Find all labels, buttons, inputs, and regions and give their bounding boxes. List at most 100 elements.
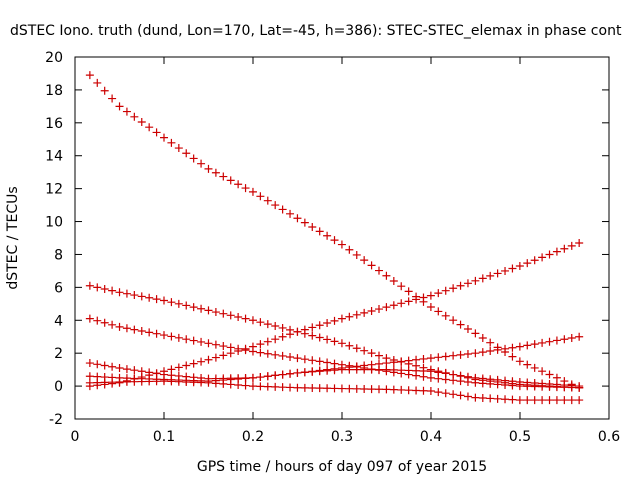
data-point [567,381,576,390]
y-tick-label: 16 [45,116,63,132]
data-point [515,262,524,271]
data-point [478,394,487,403]
data-point [189,303,198,312]
data-point [219,172,228,181]
data-point [419,293,428,302]
data-point [567,241,576,250]
data-point [137,292,146,301]
data-point [234,380,243,389]
data-point [241,381,250,390]
data-point [204,306,213,315]
data-point [337,384,346,393]
data-point [374,305,383,314]
data-point [441,286,450,295]
data-point [189,154,198,163]
data-point [367,261,376,270]
series-3 [85,281,584,392]
data-point [248,373,257,382]
data-point [471,349,480,358]
data-point [182,377,191,386]
data-point [256,318,265,327]
data-point [241,374,250,383]
data-point [382,271,391,280]
data-point [137,367,146,376]
data-point [501,395,510,404]
y-tick-label: 20 [45,50,63,66]
data-point [330,316,339,325]
data-point [389,301,398,310]
data-point [211,340,220,349]
data-point [234,344,243,353]
data-point [538,253,547,262]
data-point [189,359,198,368]
data-point [100,285,109,294]
data-point [478,348,487,357]
data-point [330,337,339,346]
data-point [515,342,524,351]
data-point [323,366,332,375]
data-point [345,365,354,374]
data-point [278,205,287,214]
data-point [226,380,235,389]
y-tick-label: 0 [54,379,63,395]
data-point [545,337,554,346]
data-point [211,379,220,388]
data-point [323,319,332,328]
y-tick-label: 2 [54,346,63,362]
data-point [397,366,406,375]
data-point [374,385,383,394]
data-point [85,281,94,290]
data-point [345,312,354,321]
data-point [575,332,584,341]
data-point [167,138,176,147]
data-point [389,365,398,374]
x-tick-label: 0 [71,429,80,445]
y-tick-label: 8 [54,247,63,263]
data-point [426,387,435,396]
data-point [204,378,213,387]
data-point [293,327,302,336]
data-point [293,354,302,363]
data-point [174,333,183,342]
data-point [560,335,569,344]
data-point [471,276,480,285]
data-point [174,377,183,386]
data-point [115,377,124,386]
data-point [308,323,317,332]
data-point [137,326,146,335]
data-point [308,331,317,340]
data-point [108,320,117,329]
data-point [145,328,154,337]
data-point [530,340,539,349]
y-tick-label: 18 [45,83,63,99]
data-point [360,308,369,317]
data-point [256,348,265,357]
data-point [271,335,280,344]
data-point [130,112,139,121]
chart-title: dSTEC Iono. truth (dund, Lon=170, Lat=-4… [10,23,622,39]
data-point [449,351,458,360]
x-tick-label: 0.2 [242,429,264,445]
data-point [530,256,539,265]
y-axis-ticks: -2 0 2 4 6 8 10 12 14 16 18 20 [45,50,609,428]
data-point [538,396,547,405]
data-point [122,365,131,374]
x-axis-label: GPS time / hours of day 097 of year 2015 [197,459,487,475]
data-point [308,222,317,231]
data-point [286,369,295,378]
data-point [404,366,413,375]
data-point [397,385,406,394]
data-point [197,159,206,168]
data-point [167,298,176,307]
data-point [100,361,109,370]
data-point [115,322,124,331]
data-point [523,378,532,387]
data-point [441,352,450,361]
data-point [545,396,554,405]
data-point [515,357,524,366]
data-point [345,384,354,393]
data-point [271,322,280,331]
data-point [241,184,250,193]
data-point [515,396,524,405]
data-point [182,301,191,310]
